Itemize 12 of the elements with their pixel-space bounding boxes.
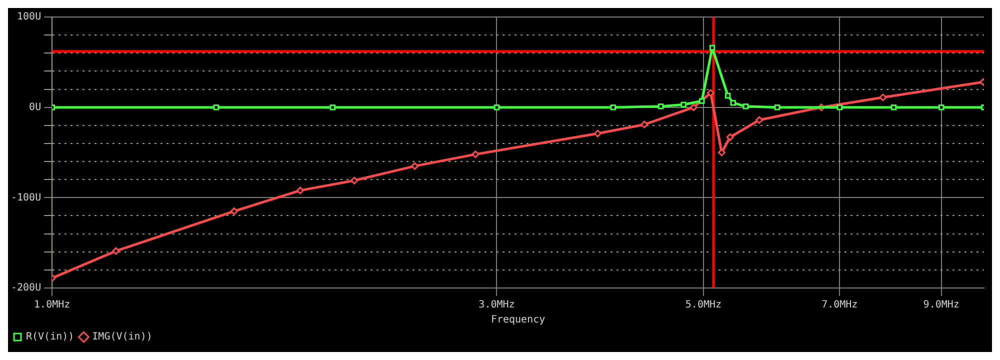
y-tick-label: 0U xyxy=(29,102,42,113)
x-tick-label: 5.0MHz xyxy=(685,300,722,311)
y-tick-label: 100U xyxy=(17,12,42,23)
x-tick-label: 1.0MHz xyxy=(34,300,70,311)
legend-label: R(V(in)) xyxy=(26,332,74,343)
x-tick-label: 7.0MHz xyxy=(822,300,858,311)
y-tick-label: -100U xyxy=(10,192,42,204)
x-tick-label: 9.0MHz xyxy=(923,300,960,311)
y-tick-label: -200U xyxy=(10,282,42,294)
x-axis-title: Frequency xyxy=(490,314,546,326)
legend-label: IMG(V(in)) xyxy=(92,332,152,343)
x-tick-label: 3.0MHz xyxy=(478,300,515,311)
